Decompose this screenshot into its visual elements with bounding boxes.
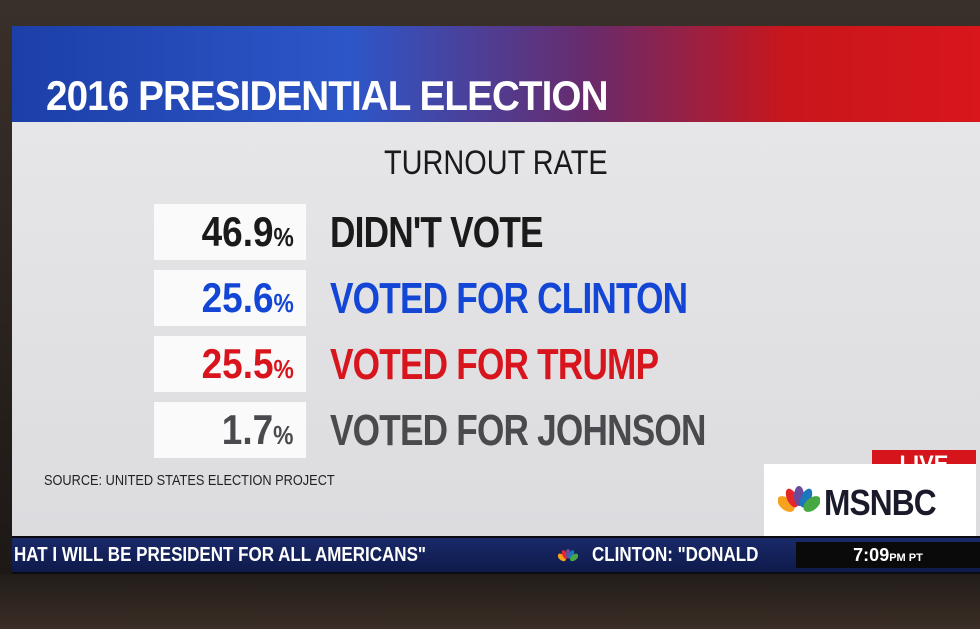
result-row-didnt-vote: 46.9% DIDN'T VOTE <box>154 204 874 260</box>
source-credit: SOURCE: UNITED STATES ELECTION PROJECT <box>44 472 335 489</box>
ticker-clock: 7:09PM PT <box>796 542 980 568</box>
turnout-panel: TURNOUT RATE 46.9% DIDN'T VOTE 25.6% VOT… <box>12 122 980 536</box>
result-label: VOTED FOR TRUMP <box>330 340 659 389</box>
percent-box: 1.7% <box>154 402 306 458</box>
result-row-trump: 25.5% VOTED FOR TRUMP <box>154 336 874 392</box>
percent-value: 1.7% <box>222 406 294 453</box>
percent-box: 25.6% <box>154 270 306 326</box>
peacock-icon <box>778 486 820 512</box>
result-label: DIDN'T VOTE <box>330 208 544 257</box>
network-logo: MSNBC <box>764 464 976 536</box>
percent-value: 25.5% <box>201 340 294 387</box>
graphic-title: 2016 PRESIDENTIAL ELECTION <box>46 72 608 119</box>
result-label: VOTED FOR JOHNSON <box>330 406 706 455</box>
tv-bezel-bottom <box>0 574 980 629</box>
result-row-clinton: 25.6% VOTED FOR CLINTON <box>154 270 874 326</box>
graphic-subtitle: TURNOUT RATE <box>384 144 608 182</box>
percent-box: 25.5% <box>154 336 306 392</box>
peacock-icon <box>558 548 578 562</box>
percent-box: 46.9% <box>154 204 306 260</box>
result-row-johnson: 1.7% VOTED FOR JOHNSON <box>154 402 874 458</box>
percent-value: 25.6% <box>201 274 294 321</box>
percent-value: 46.9% <box>201 208 294 255</box>
network-name: MSNBC <box>824 482 937 523</box>
tv-screen: 2016 PRESIDENTIAL ELECTION TURNOUT RATE … <box>12 26 980 574</box>
result-label: VOTED FOR CLINTON <box>330 274 688 323</box>
graphic-header: 2016 PRESIDENTIAL ELECTION <box>12 26 980 122</box>
ticker-headline: HAT I WILL BE PRESIDENT FOR ALL AMERICAN… <box>14 544 426 566</box>
ticker-headline-next: CLINTON: "DONALD <box>592 544 759 566</box>
news-ticker: HAT I WILL BE PRESIDENT FOR ALL AMERICAN… <box>12 538 980 572</box>
